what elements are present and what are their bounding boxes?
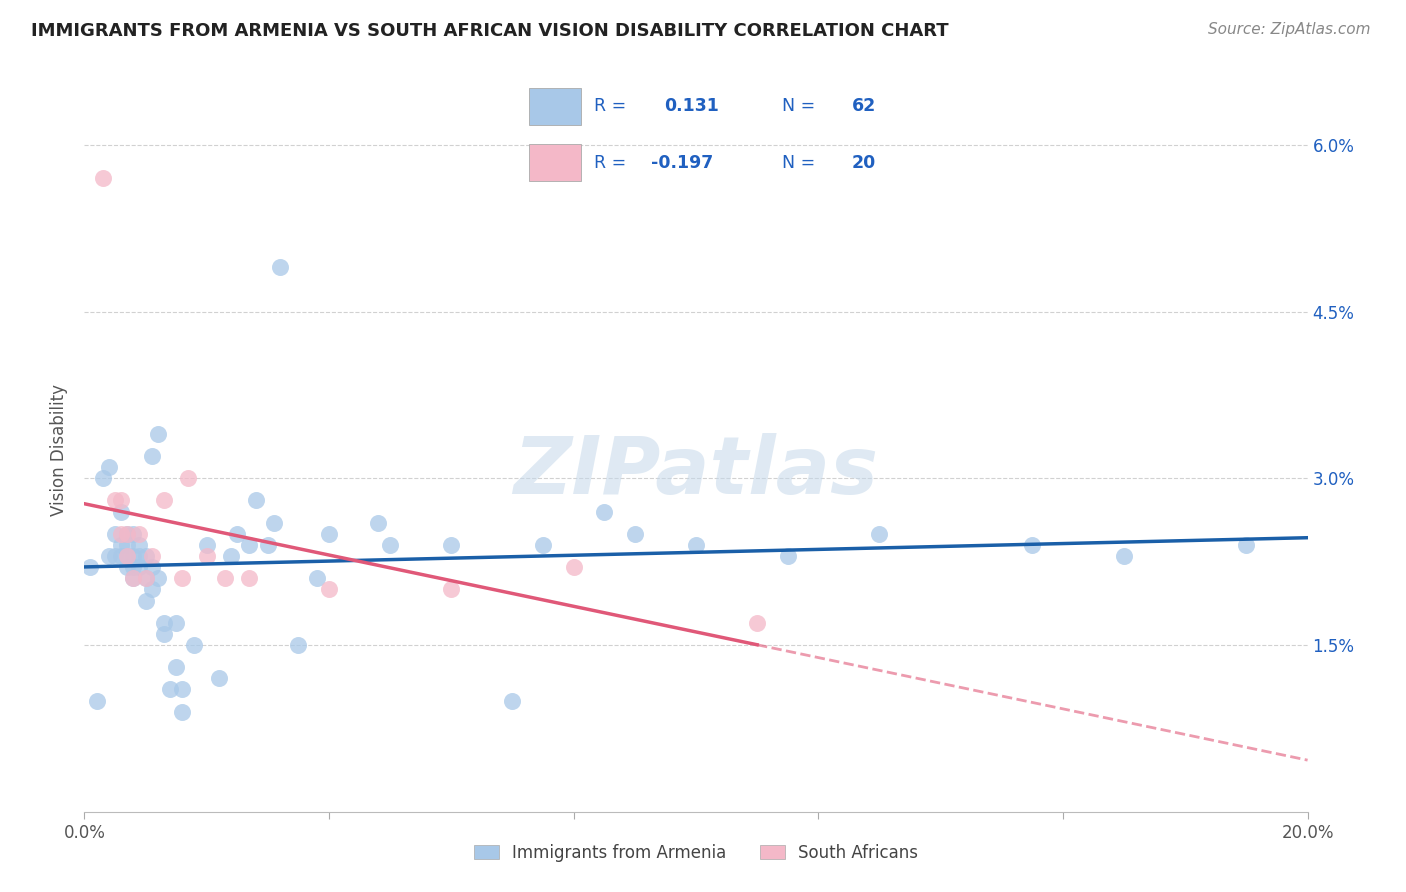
Point <box>440 582 463 597</box>
Bar <box>529 144 581 181</box>
Point <box>1021 538 1043 552</box>
Point <box>747 615 769 630</box>
Text: R =: R = <box>595 97 627 115</box>
Point <box>104 493 127 508</box>
Point <box>97 460 120 475</box>
Point <box>122 571 145 585</box>
Point <box>305 571 328 585</box>
Point <box>195 538 218 552</box>
Point <box>122 560 145 574</box>
Point <box>110 526 132 541</box>
Point <box>135 571 157 585</box>
Point <box>115 538 138 552</box>
Point <box>110 493 132 508</box>
Point <box>115 526 138 541</box>
Point <box>183 638 205 652</box>
Point <box>128 526 150 541</box>
Point <box>115 526 138 541</box>
Point <box>115 549 138 563</box>
Point <box>165 660 187 674</box>
Point <box>245 493 267 508</box>
Text: -0.197: -0.197 <box>651 153 713 171</box>
Point <box>128 560 150 574</box>
Point <box>141 449 163 463</box>
Point <box>593 505 616 519</box>
Text: R =: R = <box>595 153 627 171</box>
Point <box>115 560 138 574</box>
Bar <box>529 87 581 125</box>
Text: 0.131: 0.131 <box>664 97 718 115</box>
Point <box>122 549 145 563</box>
Point <box>135 549 157 563</box>
Point <box>624 526 647 541</box>
Point <box>318 582 340 597</box>
Point <box>153 615 176 630</box>
Point <box>1236 538 1258 552</box>
Point <box>269 260 291 274</box>
Text: Source: ZipAtlas.com: Source: ZipAtlas.com <box>1208 22 1371 37</box>
Text: 62: 62 <box>852 97 876 115</box>
Point <box>115 549 138 563</box>
Point <box>97 549 120 563</box>
Text: ZIPatlas: ZIPatlas <box>513 434 879 511</box>
Point <box>146 571 169 585</box>
Point <box>104 549 127 563</box>
Point <box>172 705 194 719</box>
Point <box>172 682 194 697</box>
Point <box>263 516 285 530</box>
Point <box>562 560 585 574</box>
Point <box>214 571 236 585</box>
Point <box>104 526 127 541</box>
Point <box>141 582 163 597</box>
Text: IMMIGRANTS FROM ARMENIA VS SOUTH AFRICAN VISION DISABILITY CORRELATION CHART: IMMIGRANTS FROM ARMENIA VS SOUTH AFRICAN… <box>31 22 949 40</box>
Point <box>110 538 132 552</box>
Point <box>1114 549 1136 563</box>
Point <box>776 549 799 563</box>
Point <box>208 671 231 685</box>
Point <box>502 693 524 707</box>
Point <box>141 549 163 563</box>
Point <box>159 682 181 697</box>
Point <box>440 538 463 552</box>
Point <box>146 426 169 441</box>
Point <box>238 571 260 585</box>
Y-axis label: Vision Disability: Vision Disability <box>51 384 69 516</box>
Point <box>257 538 280 552</box>
Point <box>128 549 150 563</box>
Point <box>531 538 554 552</box>
Point <box>135 593 157 607</box>
Point <box>318 526 340 541</box>
Point <box>172 571 194 585</box>
Point <box>153 493 176 508</box>
Point <box>110 505 132 519</box>
Point <box>177 471 200 485</box>
Point <box>367 516 389 530</box>
Point <box>685 538 707 552</box>
Legend: Immigrants from Armenia, South Africans: Immigrants from Armenia, South Africans <box>467 837 925 869</box>
Point <box>226 526 249 541</box>
Point <box>122 571 145 585</box>
Point <box>91 471 114 485</box>
Point <box>869 526 891 541</box>
Point <box>380 538 402 552</box>
Text: N =: N = <box>782 97 815 115</box>
Point <box>128 538 150 552</box>
Point <box>153 627 176 641</box>
Point <box>165 615 187 630</box>
Point <box>86 693 108 707</box>
Point <box>287 638 309 652</box>
Point <box>79 560 101 574</box>
Point <box>110 549 132 563</box>
Point <box>122 526 145 541</box>
Point <box>135 571 157 585</box>
Point <box>141 560 163 574</box>
Point <box>219 549 242 563</box>
Text: N =: N = <box>782 153 815 171</box>
Point <box>238 538 260 552</box>
Text: 20: 20 <box>852 153 876 171</box>
Point <box>195 549 218 563</box>
Point <box>91 171 114 186</box>
